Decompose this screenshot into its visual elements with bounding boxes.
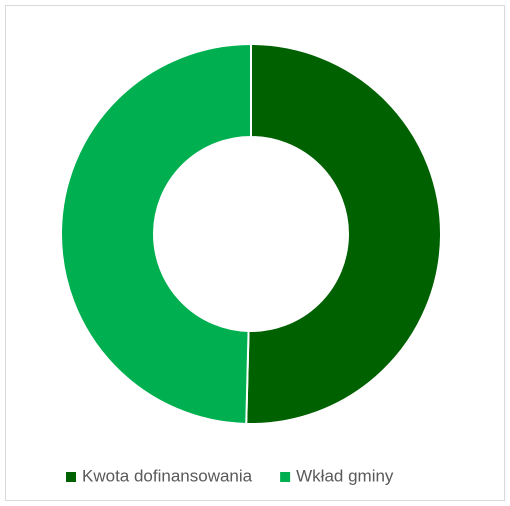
legend-swatch <box>66 472 76 482</box>
donut-segment <box>60 42 252 425</box>
legend-label: Wkład gminy <box>296 466 394 485</box>
legend-label: Kwota dofinansowania <box>82 466 253 485</box>
legend-swatch <box>280 472 291 482</box>
donut-segment <box>245 42 442 425</box>
